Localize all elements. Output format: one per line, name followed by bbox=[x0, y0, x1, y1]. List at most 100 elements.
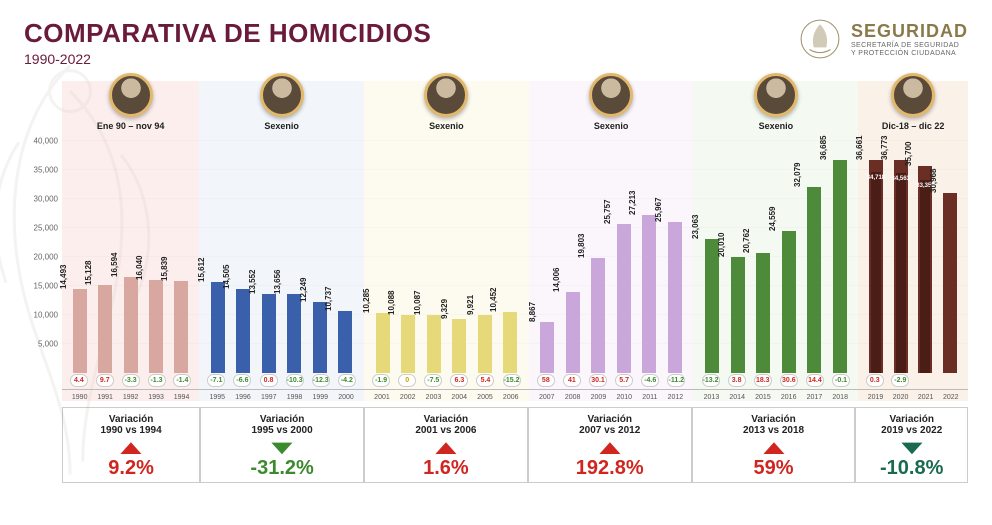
bar-value: 16,040 bbox=[135, 256, 144, 280]
bar-value: 36,661 bbox=[855, 136, 864, 160]
plot-area: Ene 90 – nov 9414,49315,12816,59416,0401… bbox=[62, 81, 968, 401]
delta-pill: 41 bbox=[563, 374, 581, 387]
president-avatar bbox=[891, 73, 935, 117]
delta-pill: 0.3 bbox=[866, 374, 884, 387]
delta-pill: -7.1 bbox=[207, 374, 225, 387]
delta-pill: 0 bbox=[398, 374, 416, 387]
bar: 10,087 bbox=[427, 315, 441, 374]
bar: 10,452 bbox=[503, 312, 517, 373]
period-label: Sexenio bbox=[429, 121, 464, 131]
y-tick: 10,000 bbox=[34, 311, 58, 320]
delta-strip: 0.3-2.9 bbox=[858, 373, 968, 387]
bar: 9,329 bbox=[452, 319, 466, 373]
header: COMPARATIVA DE HOMICIDIOS 1990-2022 SEGU… bbox=[24, 18, 968, 67]
brand-subtitle: SECRETARÍA DE SEGURIDAD Y PROTECCIÓN CIU… bbox=[851, 42, 968, 57]
delta-pill: -0.1 bbox=[832, 374, 850, 387]
bar-secondary bbox=[896, 173, 906, 373]
summary-range: 1990 vs 1994 bbox=[101, 425, 162, 436]
x-label: 1991 bbox=[97, 394, 113, 401]
summary-card: Variación2007 vs 2012▲192.8% bbox=[528, 407, 692, 483]
delta-pill: -1.4 bbox=[173, 374, 191, 387]
bar-value: 10,737 bbox=[324, 286, 333, 310]
bar-value: 15,612 bbox=[197, 258, 206, 282]
president-avatar bbox=[424, 73, 468, 117]
period: Sexenio15,61214,50513,55213,65612,24910,… bbox=[199, 81, 364, 401]
bar-value: 35,700 bbox=[904, 141, 913, 165]
bar: 12,249 bbox=[313, 302, 327, 373]
bar: 10,737 bbox=[338, 311, 352, 373]
x-label: 2011 bbox=[642, 394, 657, 401]
period-label: Sexenio bbox=[759, 121, 794, 131]
bar: 20,762 bbox=[756, 253, 770, 373]
delta-pill: 18.3 bbox=[754, 374, 772, 387]
summary-pct: 192.8% bbox=[576, 458, 644, 478]
bar-value: 9,329 bbox=[440, 299, 449, 319]
bar-value: 36,773 bbox=[879, 135, 888, 159]
x-label: 2000 bbox=[338, 394, 354, 401]
arrow-down-icon: ▼ bbox=[894, 438, 930, 458]
x-axis: 200720082009201020112012 bbox=[529, 389, 694, 401]
x-label: 1993 bbox=[148, 394, 164, 401]
delta-pill: 0.8 bbox=[260, 374, 278, 387]
bar: 25,967 bbox=[668, 222, 682, 373]
bar: 30,968 bbox=[943, 193, 957, 373]
bar-value: 12,249 bbox=[299, 278, 308, 302]
summary-range: 2013 vs 2018 bbox=[743, 425, 804, 436]
x-label: 2013 bbox=[704, 394, 720, 401]
y-tick: 5,000 bbox=[38, 340, 58, 349]
arrow-up-icon: ▲ bbox=[113, 438, 149, 458]
bar: 32,079 bbox=[807, 187, 821, 373]
delta-strip: -1.90-7.56.35.4-15.2 bbox=[364, 373, 529, 387]
summary-row: Variación1990 vs 1994▲9.2%Variación1995 … bbox=[62, 407, 968, 483]
summary-pct: -10.8% bbox=[880, 458, 943, 478]
bar-value: 10,285 bbox=[361, 289, 370, 313]
delta-strip: -13.23.818.330.614.4-0.1 bbox=[693, 373, 858, 387]
bar: 10,088 bbox=[401, 315, 415, 374]
summary-title: Variación bbox=[260, 414, 304, 425]
summary-card: Variación2013 vs 2018▲59% bbox=[692, 407, 856, 483]
president-avatar bbox=[589, 73, 633, 117]
bars: 10,28510,08810,0879,3299,92110,452 bbox=[364, 141, 529, 373]
x-axis: 201320142015201620172018 bbox=[693, 389, 858, 401]
x-label: 2006 bbox=[503, 394, 519, 401]
delta-pill: 30.1 bbox=[589, 374, 607, 387]
bar-value: 20,010 bbox=[716, 232, 725, 256]
bar: 19,803 bbox=[591, 258, 605, 373]
president-avatar bbox=[754, 73, 798, 117]
delta-pill: 6.3 bbox=[450, 374, 468, 387]
x-label: 2012 bbox=[668, 394, 684, 401]
period-label: Dic-18 – dic 22 bbox=[882, 121, 945, 131]
summary-card: Variación1995 vs 2000▼-31.2% bbox=[200, 407, 364, 483]
delta-pill: 5.7 bbox=[615, 374, 633, 387]
bar-secondary-value: 34,718 bbox=[867, 175, 885, 181]
bar-secondary-value: 34,563 bbox=[892, 176, 910, 182]
delta-pill: 58 bbox=[537, 374, 555, 387]
delta-pill: -12.3 bbox=[312, 374, 330, 387]
x-label: 2016 bbox=[781, 394, 797, 401]
bar: 25,757 bbox=[617, 224, 631, 373]
delta-pill: -4.2 bbox=[338, 374, 356, 387]
president-avatar bbox=[109, 73, 153, 117]
x-label: 2010 bbox=[616, 394, 632, 401]
bar-value: 30,968 bbox=[929, 169, 938, 193]
y-tick: 20,000 bbox=[34, 253, 58, 262]
bar-value: 14,006 bbox=[552, 267, 561, 291]
bar-value: 13,552 bbox=[248, 270, 257, 294]
bar-value: 9,921 bbox=[466, 295, 475, 315]
x-label: 1995 bbox=[209, 394, 225, 401]
bar: 8,867 bbox=[540, 322, 554, 373]
bar-secondary bbox=[871, 172, 881, 373]
bar: 24,559 bbox=[782, 231, 796, 373]
bar: 14,505 bbox=[236, 289, 250, 373]
bar: 23,063 bbox=[705, 239, 719, 373]
bar: 9,921 bbox=[478, 315, 492, 373]
summary-title: Variación bbox=[889, 414, 933, 425]
bar-value: 19,803 bbox=[577, 234, 586, 258]
title-block: COMPARATIVA DE HOMICIDIOS 1990-2022 bbox=[24, 18, 431, 67]
brand-logo-icon bbox=[799, 18, 841, 60]
summary-range: 2007 vs 2012 bbox=[579, 425, 640, 436]
delta-pill: -10.3 bbox=[286, 374, 304, 387]
delta-pill: -4.6 bbox=[641, 374, 659, 387]
x-label: 2002 bbox=[400, 394, 416, 401]
bars: 23,06320,01020,76224,55932,07936,685 bbox=[693, 141, 858, 373]
